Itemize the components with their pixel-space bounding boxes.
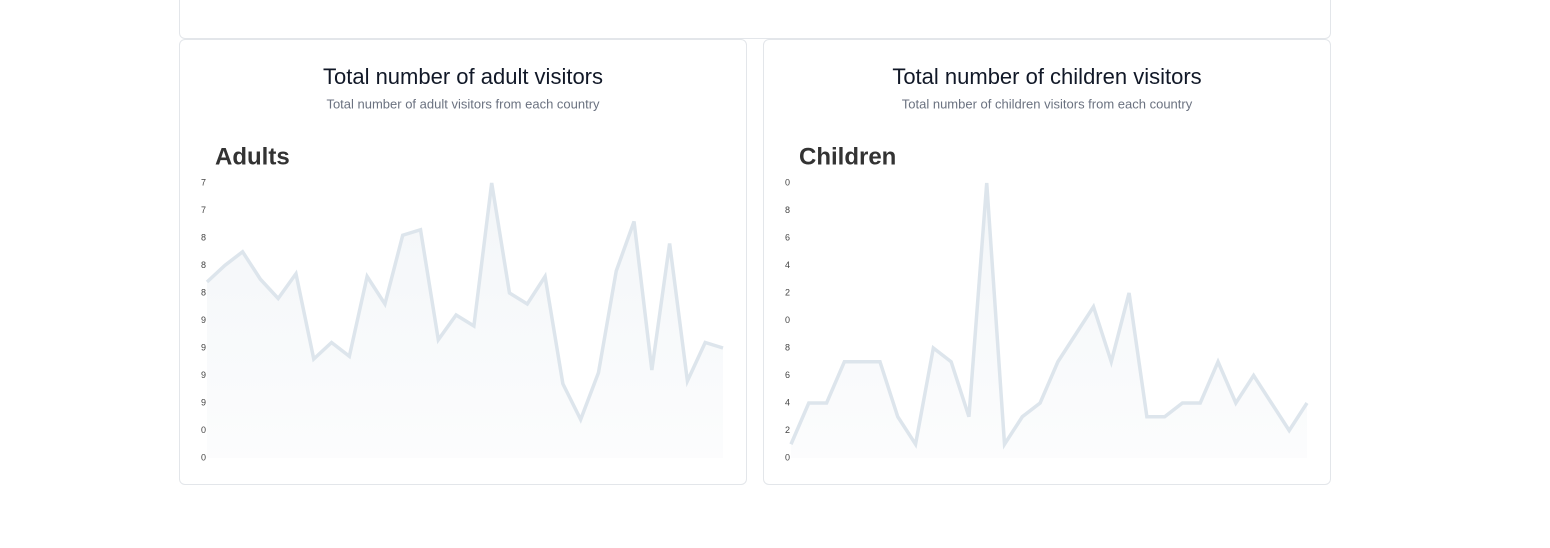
y-tick-label: 9 — [201, 315, 206, 325]
chart-card: Total number of children visitors Total n… — [763, 39, 1331, 485]
y-tick-label: 7 — [201, 177, 206, 187]
y-tick-label: 0 — [785, 177, 790, 187]
y-tick-label: 4 — [785, 397, 790, 407]
card-subtitle: Total number of children visitors from e… — [902, 96, 1193, 111]
chart-label: Adults — [215, 143, 290, 170]
y-tick-label: 8 — [201, 260, 206, 270]
y-tick-label: 8 — [785, 342, 790, 352]
y-tick-label: 6 — [785, 370, 790, 380]
y-tick-label: 8 — [201, 232, 206, 242]
card-title: Total number of adult visitors — [323, 64, 603, 89]
y-tick-label: 7 — [201, 205, 206, 215]
y-tick-label: 9 — [201, 370, 206, 380]
chart: Total number of children visitors Total n… — [785, 64, 1309, 462]
card-subtitle: Total number of adult visitors from each… — [326, 96, 600, 111]
y-tick-label: 2 — [785, 425, 790, 435]
y-tick-label: 9 — [201, 397, 206, 407]
line — [205, 182, 724, 424]
line — [789, 182, 1309, 450]
y-tick-label: 9 — [201, 342, 206, 352]
y-tick-label: 8 — [785, 205, 790, 215]
y-tick-label: 8 — [201, 287, 206, 297]
chart: Total number of adult visitors Total numb… — [201, 64, 724, 462]
y-tick-label: 0 — [201, 425, 206, 435]
area — [791, 183, 1307, 458]
y-tick-label: 2 — [785, 287, 790, 297]
card-title: Total number of children visitors — [892, 64, 1201, 89]
chart-card: Total number of adult visitors Total numb… — [179, 39, 747, 485]
y-tick-label: 0 — [785, 315, 790, 325]
y-tick-label: 4 — [785, 260, 790, 270]
y-tick-label: 0 — [201, 452, 206, 462]
top-card — [179, 0, 1331, 39]
chart-label: Children — [799, 143, 896, 170]
y-tick-label: 0 — [785, 452, 790, 462]
y-tick-label: 6 — [785, 232, 790, 242]
